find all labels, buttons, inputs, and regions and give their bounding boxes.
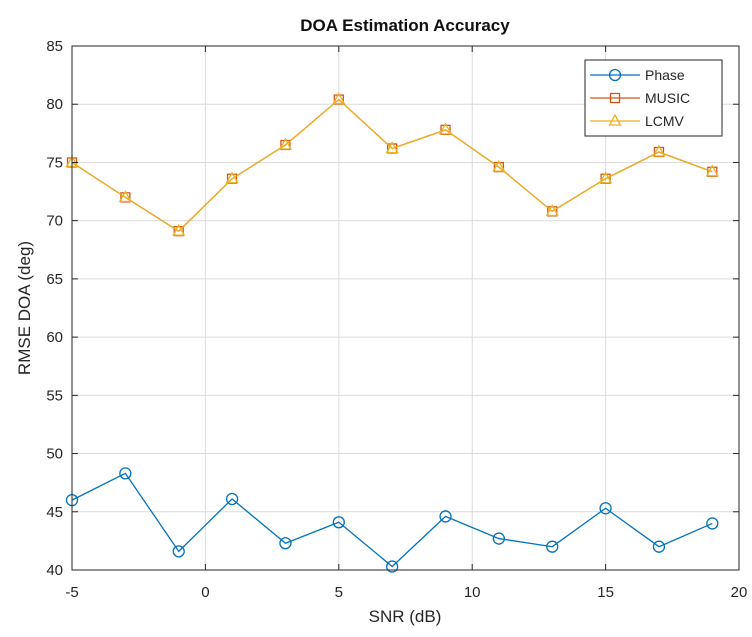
data-point-phase [119, 467, 132, 480]
data-point-phase [279, 537, 292, 550]
data-point-phase [439, 510, 452, 523]
legend-label-music: MUSIC [645, 90, 690, 106]
y-tick-label: 55 [46, 387, 63, 404]
x-tick-label: -5 [65, 584, 78, 601]
y-tick-label: 70 [46, 213, 63, 230]
x-tick-label: 10 [464, 584, 481, 601]
plot-frame [71, 45, 740, 571]
legend-item-lcmv: LCMV [590, 113, 685, 129]
data-point-phase [492, 532, 506, 545]
data-point-phase [332, 516, 345, 529]
y-tick-label: 80 [46, 96, 63, 113]
data-point-lcmv [652, 144, 666, 157]
data-point-phase [652, 540, 666, 553]
y-tick-label: 75 [46, 154, 63, 171]
y-tick-label: 50 [46, 446, 63, 463]
data-point-lcmv [492, 159, 506, 172]
x-tick-labels: -5 0 5 10 15 20 [65, 46, 747, 601]
x-axis-label: SNR (dB) [369, 607, 442, 626]
data-point-phase [386, 560, 399, 573]
data-point-phase [172, 545, 185, 558]
data-point-lcmv [278, 137, 293, 150]
y-tick-label: 65 [46, 271, 63, 288]
series-phase [65, 467, 719, 573]
data-point-lcmv [705, 164, 719, 177]
data-point-lcmv [385, 141, 399, 154]
legend-marker-lcmv [608, 113, 622, 126]
y-tick-labels: 40 45 50 55 60 65 70 75 80 85 [46, 38, 739, 579]
series-lcmv [65, 92, 719, 236]
x-tick-label: 0 [201, 584, 209, 601]
data-point-lcmv [118, 190, 132, 203]
data-point-phase [599, 502, 612, 515]
series-line-phase [71, 472, 713, 568]
legend-marker-phase [608, 68, 622, 82]
data-point-lcmv [172, 223, 186, 236]
data-point-lcmv [332, 92, 346, 105]
series-line-lcmv [71, 98, 713, 232]
data-point-lcmv [545, 204, 559, 217]
x-tick-label: 5 [335, 584, 343, 601]
y-axis-label: RMSE DOA (deg) [15, 241, 34, 375]
data-point-phase [706, 517, 719, 530]
legend-marker-music [609, 92, 621, 104]
legend-label-lcmv: LCMV [645, 113, 685, 129]
y-tick-label: 45 [46, 504, 63, 521]
data-point-lcmv [599, 171, 613, 184]
chart-title: DOA Estimation Accuracy [300, 16, 510, 35]
grid-lines [71, 45, 740, 571]
data-point-lcmv [438, 122, 453, 135]
y-tick-label: 40 [46, 562, 63, 579]
legend-label-phase: Phase [645, 67, 685, 83]
data-point-phase [546, 540, 559, 553]
x-tick-label: 20 [731, 584, 748, 601]
legend: Phase MUSIC LCMV [584, 59, 723, 137]
legend-item-music: MUSIC [590, 90, 690, 106]
data-point-lcmv [225, 171, 239, 184]
data-point-phase [225, 492, 239, 506]
x-tick-label: 15 [597, 584, 614, 601]
y-tick-label: 60 [46, 329, 63, 346]
y-tick-label: 85 [46, 38, 63, 55]
legend-item-phase: Phase [590, 67, 685, 83]
